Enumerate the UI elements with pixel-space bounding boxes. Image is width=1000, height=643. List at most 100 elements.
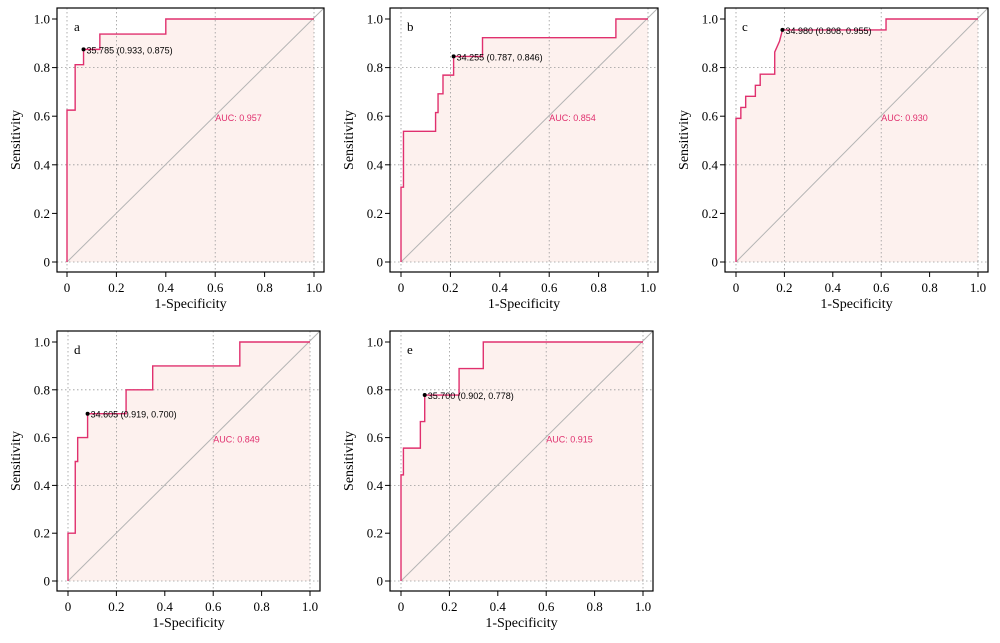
x-axis-label: 1-Specificity: [485, 616, 557, 631]
threshold-point: [85, 411, 90, 416]
x-tick-label: 0.6: [538, 599, 555, 614]
roc-curve: [400, 18, 648, 262]
reference-diagonal: [67, 330, 321, 582]
x-tick-label: 1.0: [640, 280, 656, 295]
y-tick-label: 0.8: [702, 60, 718, 75]
y-tick-label: 0: [377, 574, 384, 589]
y-axis-label: Sensitivity: [9, 110, 24, 170]
y-tick-label: 0.8: [367, 60, 383, 75]
x-tick-label: 0.2: [441, 599, 457, 614]
y-tick-label: 1.0: [702, 12, 718, 27]
x-tick-label: 0: [65, 599, 72, 614]
plot-frame: [389, 330, 654, 592]
roc-panel-e: 0 0.2 0.4 0.6 0.8 1.0 0 0.2 0.4 0.6 0.8 1.0 1-Specif…: [342, 330, 654, 631]
x-tick-label: 0.2: [776, 280, 792, 295]
x-axis-label: 1-Specificity: [152, 616, 224, 631]
x-tick-label: 0.4: [490, 599, 507, 614]
panel-letter: d: [74, 342, 81, 357]
x-tick-label: 1.0: [302, 599, 318, 614]
y-tick-label: 0.6: [702, 109, 719, 124]
x-tick-label: 0.4: [158, 280, 175, 295]
reference-diagonal: [400, 330, 654, 582]
roc-panel-b: 0 0.2 0.4 0.6 0.8 1.0 0 0.2 0.4 0.6 0.8 1.0 1-Specif…: [342, 7, 659, 312]
threshold-label: 34.980 (0.808, 0.955): [785, 26, 871, 36]
threshold-point: [422, 393, 427, 398]
y-tick-label: 0.8: [367, 382, 383, 397]
y-tick-label: 1.0: [34, 12, 50, 27]
x-axis-label: 1-Specificity: [820, 297, 892, 312]
auc-label: AUC: 0.930: [881, 113, 928, 123]
auc-label: AUC: 0.849: [213, 434, 260, 444]
y-tick-label: 0.6: [34, 109, 51, 124]
x-tick-label: 0.4: [157, 599, 174, 614]
x-tick-label: 0.4: [492, 280, 509, 295]
x-tick-label: 0.8: [590, 280, 606, 295]
y-tick-label: 0.2: [367, 526, 383, 541]
auc-label: AUC: 0.854: [549, 113, 596, 123]
plot-frame: [56, 330, 321, 592]
threshold-label: 34.255 (0.787, 0.846): [457, 52, 543, 62]
threshold-point: [81, 47, 86, 52]
reference-diagonal: [400, 7, 659, 263]
x-tick-label: 0.4: [825, 280, 842, 295]
y-axis-label: Sensitivity: [9, 431, 24, 491]
x-axis-label: 1-Specificity: [154, 297, 226, 312]
y-tick-label: 0.2: [34, 206, 50, 221]
x-tick-label: 0: [64, 280, 71, 295]
x-tick-label: 0.8: [256, 280, 272, 295]
y-tick-label: 1.0: [34, 335, 50, 350]
x-tick-label: 0.2: [108, 280, 124, 295]
y-tick-label: 0.6: [367, 430, 384, 445]
y-tick-label: 0: [712, 255, 719, 270]
y-tick-label: 0.6: [34, 430, 51, 445]
y-tick-label: 0.4: [34, 478, 51, 493]
plot-frame: [724, 7, 989, 273]
y-axis-label: Sensitivity: [677, 110, 692, 170]
y-tick-label: 0: [44, 574, 51, 589]
roc-panel-a: 0 0.2 0.4 0.6 0.8 1.0 0 0.2 0.4 0.6 0.8 1.0 1-Specif…: [9, 7, 325, 312]
y-tick-label: 0: [377, 255, 384, 270]
x-tick-label: 0.8: [586, 599, 602, 614]
x-tick-label: 1.0: [970, 280, 986, 295]
panel-letter: c: [742, 19, 748, 34]
y-tick-label: 0.8: [34, 60, 50, 75]
x-tick-label: 0: [733, 280, 740, 295]
y-axis-label: Sensitivity: [342, 110, 357, 170]
x-tick-label: 0.6: [541, 280, 558, 295]
x-tick-label: 0.8: [921, 280, 937, 295]
x-tick-label: 0.6: [205, 599, 222, 614]
auc-label: AUC: 0.915: [546, 434, 593, 444]
panel-letter: e: [407, 342, 413, 357]
roc-curve: [66, 18, 314, 262]
y-tick-label: 0.2: [34, 526, 50, 541]
threshold-label: 34.605 (0.919, 0.700): [91, 410, 177, 420]
roc-curve: [735, 18, 978, 262]
y-tick-label: 0.4: [367, 478, 384, 493]
x-tick-label: 0.6: [873, 280, 890, 295]
x-tick-label: 0: [398, 599, 405, 614]
y-tick-label: 0.4: [702, 157, 719, 172]
panel-letter: b: [407, 19, 414, 34]
plot-frame: [56, 7, 325, 273]
threshold-label: 35.700 (0.902, 0.778): [428, 391, 514, 401]
y-tick-label: 1.0: [367, 12, 383, 27]
x-tick-label: 0.2: [442, 280, 458, 295]
reference-diagonal: [735, 7, 989, 263]
roc-curve: [400, 341, 643, 581]
y-tick-label: 0.6: [367, 109, 384, 124]
y-tick-label: 0.4: [34, 157, 51, 172]
y-tick-label: 0.2: [702, 206, 718, 221]
y-tick-label: 0.2: [367, 206, 383, 221]
y-tick-label: 0.8: [34, 382, 50, 397]
roc-panel-d: 0 0.2 0.4 0.6 0.8 1.0 0 0.2 0.4 0.6 0.8 1.0 1-Specif…: [9, 330, 321, 631]
threshold-point: [451, 54, 456, 59]
reference-diagonal: [66, 7, 325, 263]
x-tick-label: 0: [398, 280, 405, 295]
x-tick-label: 1.0: [635, 599, 651, 614]
panel-letter: a: [74, 19, 80, 34]
y-tick-label: 0: [44, 255, 51, 270]
threshold-point: [780, 27, 785, 32]
y-tick-label: 1.0: [367, 335, 383, 350]
x-tick-label: 0.2: [108, 599, 124, 614]
